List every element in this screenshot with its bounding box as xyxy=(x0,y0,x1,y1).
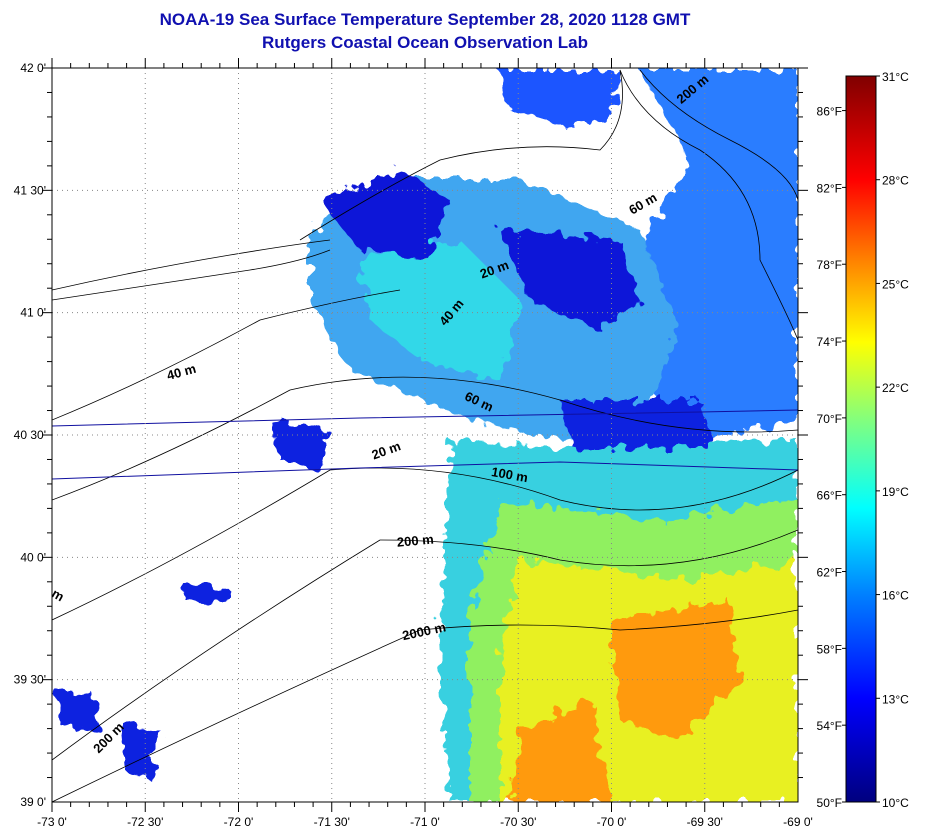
lon-tick-label: -71 30' xyxy=(314,815,350,829)
celsius-label: 10°C xyxy=(882,796,909,810)
contour-depth-label: 20 m xyxy=(370,438,403,462)
lon-tick-label: -70 0' xyxy=(597,815,627,829)
contour-40m xyxy=(52,289,401,421)
fahrenheit-label: 78°F xyxy=(817,258,842,272)
lat-tick-label: 39 0' xyxy=(20,795,46,809)
figure-title: NOAA-19 Sea Surface Temperature Septembe… xyxy=(159,10,691,29)
fahrenheit-label: 50°F xyxy=(817,796,842,810)
contour-2000m xyxy=(52,609,798,802)
sst-patch-orange xyxy=(610,600,740,740)
lon-tick-label: -73 0' xyxy=(37,815,67,829)
celsius-label: 25°C xyxy=(882,277,909,291)
contour-depth-label: 200 m xyxy=(396,532,434,550)
sst-patch-orange2 xyxy=(510,700,610,802)
contour-100m xyxy=(52,467,798,621)
contour-60m xyxy=(52,376,798,501)
lat-tick-label: 41 0' xyxy=(20,306,46,320)
lon-tick-label: -70 30' xyxy=(500,815,536,829)
lon-tick-label: -69 30' xyxy=(687,815,723,829)
sst-patch-blue-sw2 xyxy=(120,720,160,780)
sst-patch-blue-sw xyxy=(55,690,100,730)
sst-patch-cape-cod xyxy=(500,70,620,125)
coastline-long-island-south xyxy=(52,249,331,301)
contour-gom2 xyxy=(639,69,798,201)
lat-tick-label: 42 0' xyxy=(20,61,46,75)
lat-tick-label: 41 30' xyxy=(14,183,46,197)
fahrenheit-label: 58°F xyxy=(817,642,842,656)
lon-tick-label: -69 0' xyxy=(783,815,813,829)
contour-depth-label: 100 m xyxy=(490,464,529,485)
figure-subtitle: Rutgers Coastal Ocean Observation Lab xyxy=(262,33,588,52)
contour-200m xyxy=(52,529,798,761)
fahrenheit-label: 54°F xyxy=(817,719,842,733)
contour-gom xyxy=(619,69,798,341)
colorbar-gradient xyxy=(845,75,877,803)
lane-north xyxy=(52,409,798,427)
fahrenheit-label: 86°F xyxy=(817,105,842,119)
celsius-label: 16°C xyxy=(882,589,909,603)
coastline-new-england xyxy=(299,69,623,241)
lon-tick-label: -72 30' xyxy=(127,815,163,829)
celsius-label: 28°C xyxy=(882,174,909,188)
celsius-label: 19°C xyxy=(882,485,909,499)
celsius-label: 13°C xyxy=(882,692,909,706)
sst-patch-navy2 xyxy=(500,230,640,330)
lat-tick-label: 40 30' xyxy=(14,428,46,442)
lat-tick-label: 40 0' xyxy=(20,550,46,564)
lat-tick-label: 39 30' xyxy=(14,673,46,687)
shipping-lanes xyxy=(52,409,798,480)
lane-south xyxy=(52,461,798,480)
sst-patch-navy xyxy=(320,170,450,260)
bathymetry-coastlines xyxy=(52,69,798,802)
contour-depth-label: 60 m xyxy=(626,190,659,218)
fahrenheit-label: 82°F xyxy=(817,181,842,195)
contour-depth-label: 40 m xyxy=(165,361,198,383)
coastline-long-island xyxy=(52,239,331,291)
sst-patch-cyan xyxy=(360,240,520,380)
map-axes: -73 0' -72 30' -72 0' -71 30' -71 0' -70 30' -… xyxy=(14,58,813,829)
sst-data-layer xyxy=(55,70,798,802)
lon-tick-label: -72 0' xyxy=(224,815,254,829)
sst-patch-blue-mid2 xyxy=(180,580,230,605)
sst-patch-blue-mid xyxy=(270,420,330,470)
lon-tick-label: -71 0' xyxy=(410,815,440,829)
fahrenheit-label: 66°F xyxy=(817,489,842,503)
fahrenheit-label: 62°F xyxy=(817,566,842,580)
colorbar: 31°C 28°C 25°C 22°C 19°C 16°C 13°C 10°C 86°F 82°F… xyxy=(817,70,910,810)
celsius-label: 22°C xyxy=(882,381,909,395)
fahrenheit-label: 70°F xyxy=(817,412,842,426)
fahrenheit-label: 74°F xyxy=(817,335,842,349)
celsius-label: 31°C xyxy=(882,70,909,84)
